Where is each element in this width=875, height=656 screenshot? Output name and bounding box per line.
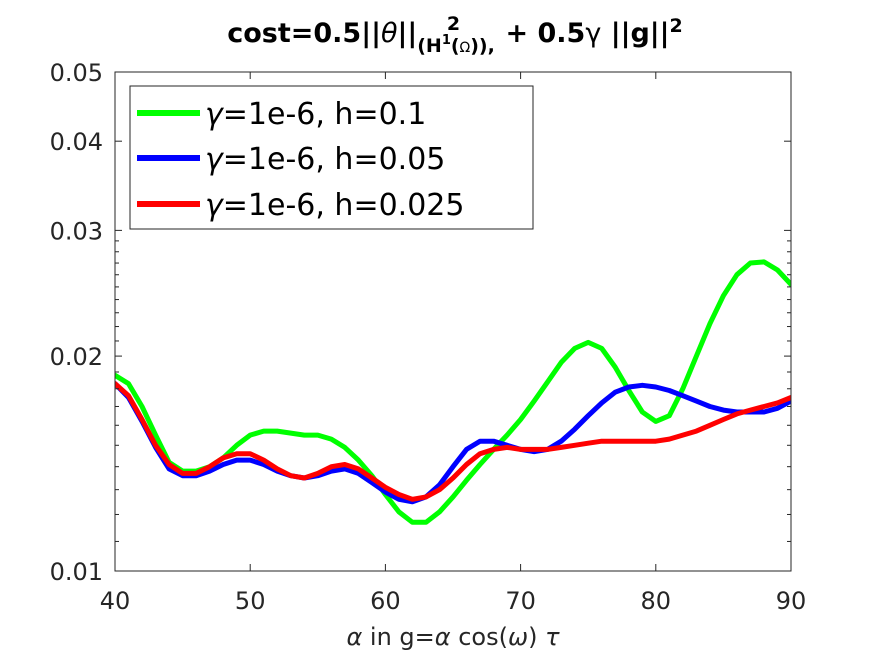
axes-box — [114, 71, 792, 572]
legend-label-h0025: γ=1e-6, h=0.025 — [205, 188, 464, 223]
x-axis-label: α in g=α cos(ω) τ — [346, 623, 560, 651]
legend-label-h005: γ=1e-6, h=0.05 — [205, 142, 445, 177]
x-tick-label: 90 — [776, 587, 807, 615]
series-line-0 — [115, 259, 791, 525]
ticks-layer: 40 50 60 70 80 90 0.01 0.02 0.03 0.04 0.05 — [50, 59, 807, 615]
chart-title: cost=0.5||θ||(H1(Ω)),2 + 0.5γ ||g||2 — [227, 13, 683, 57]
x-tick-label: 40 — [100, 587, 131, 615]
legend: γ=1e-6, h=0.1 γ=1e-6, h=0.05 γ=1e-6, h=0… — [129, 85, 534, 230]
x-tick-label: 50 — [235, 587, 266, 615]
series-line-1 — [115, 381, 791, 505]
y-tick-label: 0.02 — [50, 343, 103, 371]
legend-label-h01: γ=1e-6, h=0.1 — [205, 97, 426, 132]
x-tick-label: 80 — [641, 587, 672, 615]
series-line-2 — [115, 381, 791, 502]
y-tick-label: 0.05 — [50, 59, 103, 87]
y-tick-label: 0.04 — [50, 128, 103, 156]
series-layer — [115, 259, 791, 525]
y-tick-label: 0.01 — [50, 558, 103, 586]
x-tick-label: 60 — [370, 587, 401, 615]
x-tick-label: 70 — [505, 587, 536, 615]
y-tick-label: 0.03 — [50, 217, 103, 245]
